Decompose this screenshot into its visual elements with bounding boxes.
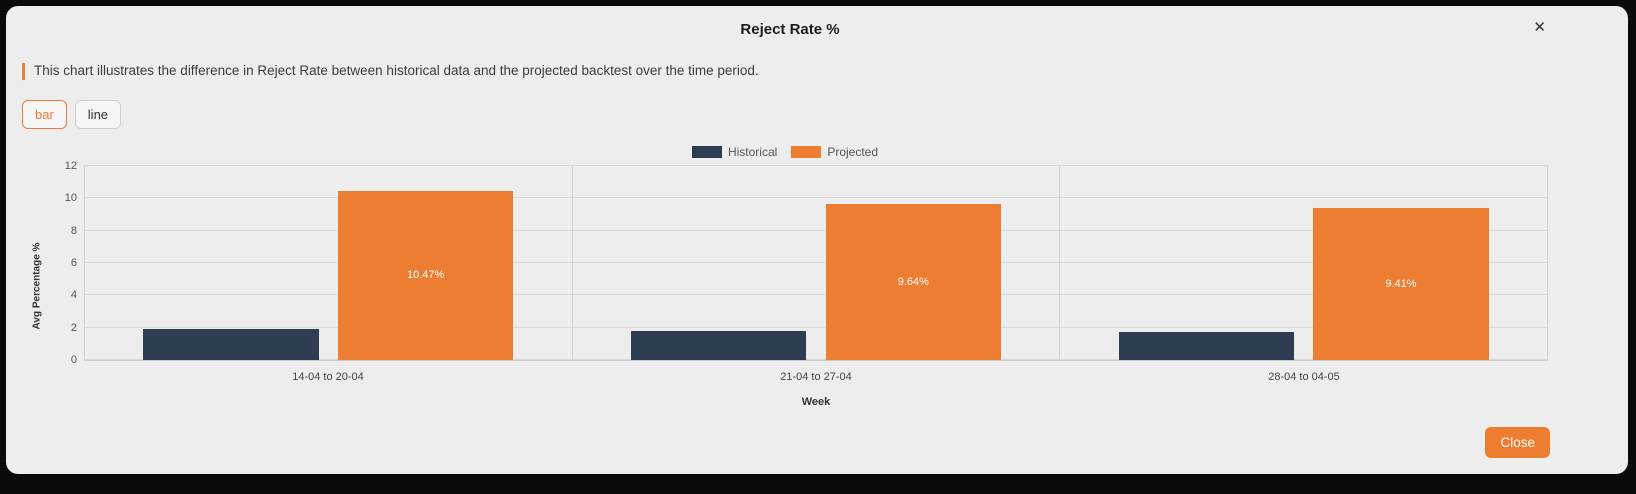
y-axis-title-text: Avg Percentage % — [31, 242, 43, 330]
modal-title: Reject Rate % — [740, 21, 840, 38]
x-tick-label: 28-04 to 04-05 — [1268, 370, 1340, 383]
bar-projected: 9.41% — [1313, 207, 1489, 360]
bar-group: 10.47% — [85, 166, 572, 360]
plot-area: 0 2 4 6 8 10 12 10.47% 9.64% 9.41% — [65, 160, 1548, 366]
modal-header: Reject Rate % ✕ — [6, 6, 1628, 38]
chart-description: This chart illustrates the difference in… — [22, 63, 1538, 80]
y-gridline — [85, 358, 1547, 360]
bar-projected: 10.47% — [338, 190, 514, 360]
bar-toggle-button[interactable]: bar — [22, 99, 67, 129]
y-gridline — [85, 229, 1547, 231]
projected-legend-swatch — [791, 145, 822, 158]
y-tick-label: 10 — [64, 192, 77, 205]
legend-item-projected[interactable]: Projected — [791, 145, 878, 159]
y-tick-label: 6 — [70, 256, 77, 269]
bar-projected: 9.64% — [825, 204, 1001, 360]
y-tick-label: 8 — [70, 224, 77, 237]
y-tick-label: 4 — [70, 289, 77, 302]
x-tick-label: 14-04 to 20-04 — [292, 370, 364, 383]
bar-group: 9.41% — [1059, 165, 1547, 360]
bar-value-label: 9.64% — [897, 275, 929, 288]
x-axis-ticks: 14-04 to 20-04 21-04 to 27-04 28-04 to 04-… — [84, 371, 1548, 383]
reject-rate-modal: Reject Rate % ✕ This chart illustrates t… — [6, 6, 1628, 474]
y-gridline — [85, 197, 1547, 199]
y-axis-title: Avg Percentage % — [22, 165, 52, 408]
chart-legend: Historical Projected — [22, 145, 1548, 159]
historical-legend-swatch — [691, 145, 722, 158]
y-gridline — [85, 164, 1547, 166]
chart-type-toggle: bar line — [22, 99, 1628, 129]
legend-item-historical[interactable]: Historical — [691, 144, 778, 159]
bar-group: 9.64% — [571, 165, 1060, 360]
modal-footer: Close — [1485, 427, 1550, 458]
plot-column: 0 2 4 6 8 10 12 10.47% 9.64% 9.41% 14-04 to 20-04… — [65, 160, 1548, 408]
y-tick-label: 0 — [70, 353, 77, 366]
y-tick-label: 12 — [64, 159, 77, 172]
x-tick-label: 21-04 to 27-04 — [780, 370, 852, 383]
y-gridline — [85, 294, 1547, 296]
y-gridline — [85, 261, 1547, 263]
close-icon[interactable]: ✕ — [1529, 16, 1550, 39]
y-gridline — [85, 326, 1547, 328]
bar-value-label: 10.47% — [406, 269, 445, 282]
x-axis-title: Week — [801, 395, 831, 408]
close-button[interactable]: Close — [1485, 427, 1550, 458]
bar-value-label: 9.41% — [1385, 277, 1417, 290]
bar-historical — [143, 329, 319, 360]
bar-historical — [631, 330, 807, 360]
bar-historical — [1118, 332, 1294, 360]
legend-label: Projected — [827, 144, 879, 159]
line-toggle-button[interactable]: line — [74, 99, 122, 129]
chart: Avg Percentage % 0 2 4 6 8 10 12 10.47% 9.64% 9.4… — [22, 160, 1548, 408]
legend-label: Historical — [727, 144, 778, 159]
y-tick-label: 2 — [70, 321, 77, 334]
chart-body: Avg Percentage % 0 2 4 6 8 10 12 10.47% 9.64% 9.4… — [22, 160, 1548, 408]
